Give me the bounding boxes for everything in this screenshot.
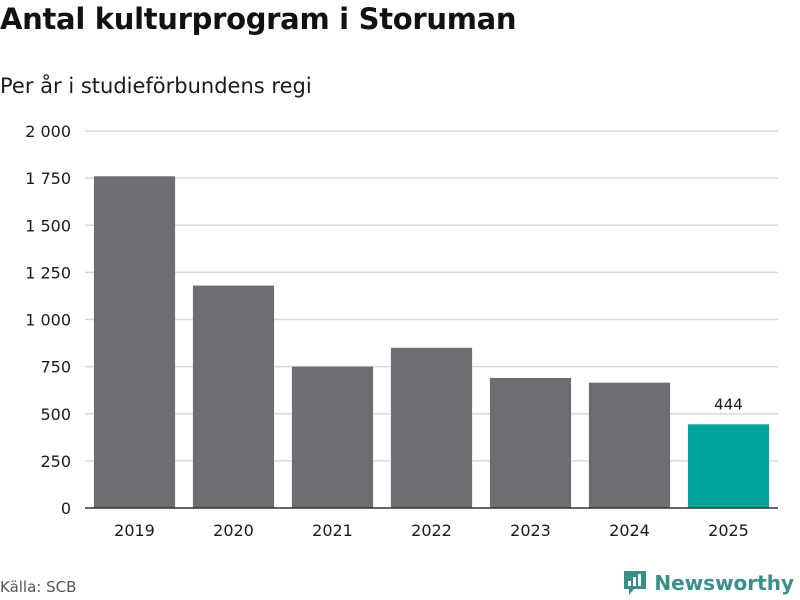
y-tick-label: 250 [40,452,71,471]
chart-title: Antal kulturprogram i Storuman [0,2,517,36]
brand-name: Newsworthy [654,571,794,595]
bar-2022 [390,347,473,508]
y-tick-label: 0 [61,499,71,518]
x-tick-label: 2024 [609,521,650,540]
bar-2024 [588,382,671,508]
bar-2019 [93,176,176,509]
x-tick-label: 2020 [213,521,254,540]
x-tick-label: 2019 [114,521,155,540]
bar-2023 [489,377,572,508]
chart-subtitle: Per år i studieförbundens regi [0,74,312,98]
y-tick-label: 2 000 [25,122,71,141]
brand-logo: Newsworthy [622,569,794,597]
y-tick-label: 1 750 [25,169,71,188]
y-tick-label: 500 [40,405,71,424]
data-label: 444 [714,395,743,413]
bar-chart: 0 250 500 750 1 000 1 250 1 500 1 750 2 000 2019 2… [25,122,778,540]
y-tick-label: 1 250 [25,263,71,282]
bar-2021 [291,366,374,508]
y-tick-label: 750 [40,358,71,377]
bar-2020 [192,285,275,508]
x-tick-label: 2021 [312,521,353,540]
x-tick-label: 2023 [510,521,551,540]
bar-2025 [687,424,770,508]
newsworthy-icon [624,571,647,595]
x-tick-label: 2025 [708,521,749,540]
y-tick-label: 1 000 [25,311,71,330]
x-tick-label: 2022 [411,521,452,540]
source-note: Källa: SCB [0,578,77,596]
y-tick-label: 1 500 [25,216,71,235]
